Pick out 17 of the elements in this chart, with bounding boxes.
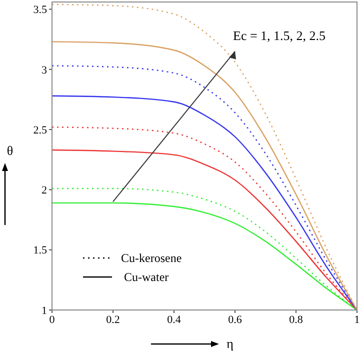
x-tick-label: 0.6 [228,314,242,326]
y-tick-label: 2.5 [33,124,48,136]
y-tick-label: 3 [42,64,48,76]
x-tick-label: 0.2 [106,314,120,326]
x-axis-title: η [226,336,234,351]
annotation: Cu-water [124,270,169,284]
x-tick-label: 0.4 [167,314,182,326]
y-axis-title: θ [6,143,14,158]
y-tick-label: 3.5 [33,4,48,16]
x-tick-label: 0.8 [289,314,304,326]
y-tick-label: 1.5 [33,244,48,257]
y-tick-label: 1 [42,304,47,317]
y-tick-label: 2 [42,184,47,197]
annotation: Cu-kerosene [121,251,182,265]
x-tick-label: 0 [49,314,56,326]
x-tick-label: 1 [354,314,360,326]
annotation: Ec = 1, 1.5, 2, 2.5 [233,28,326,43]
